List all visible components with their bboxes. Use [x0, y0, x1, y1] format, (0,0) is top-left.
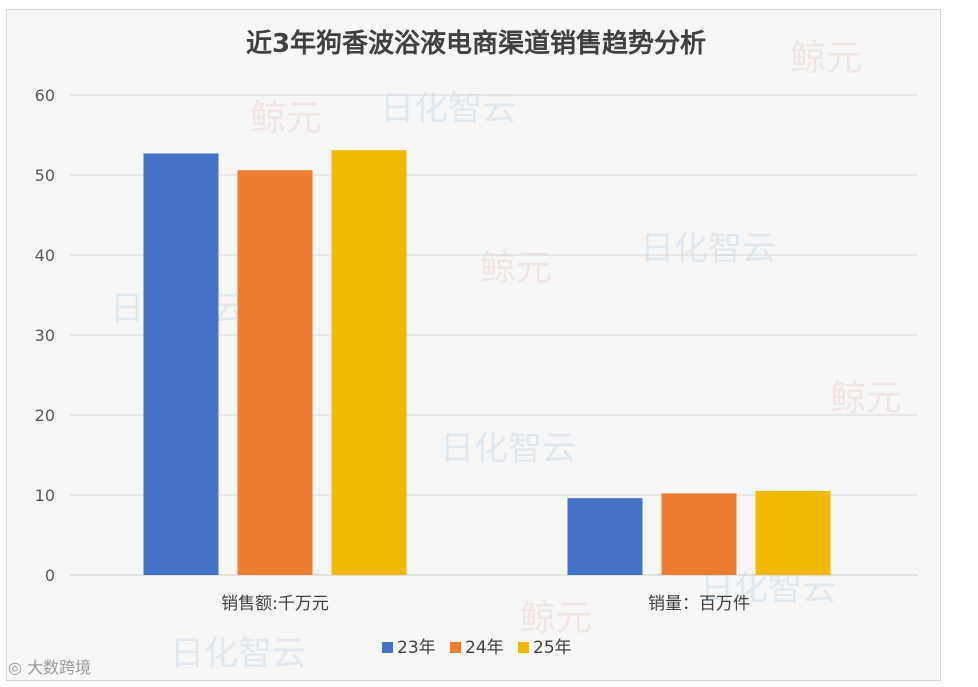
bars [143, 150, 831, 575]
y-tick-label: 10 [35, 486, 55, 505]
watermark-brand-b: 日化智云 [440, 429, 576, 469]
footer-watermark-text: 大数跨境 [27, 658, 92, 677]
y-axis: 0 10 20 30 40 50 60 [35, 86, 55, 585]
bar-24年-1 [661, 493, 737, 575]
category-label: 销售额:千万元 [221, 594, 329, 614]
watermark-brand-a: 鲸元 [830, 378, 902, 419]
watermark-brand-a: 鲸元 [520, 598, 592, 639]
bar-25年-1 [755, 491, 831, 575]
footer-logo-icon: ◎ [8, 658, 22, 677]
footer-watermark: ◎ 大数跨境 [8, 654, 91, 678]
legend-swatch [518, 642, 529, 653]
watermark-brand-a: 鲸元 [790, 38, 862, 79]
watermark-brand-a: 鲸元 [480, 248, 552, 289]
legend-label: 23年 [397, 638, 436, 658]
y-tick-label: 20 [35, 406, 55, 425]
legend-label: 24年 [465, 638, 504, 658]
bar-24年-0 [237, 170, 313, 575]
legend-label: 25年 [533, 638, 572, 658]
y-tick-label: 40 [35, 246, 55, 265]
y-tick-label: 50 [35, 166, 55, 185]
chart-title: 近3年狗香波浴液电商渠道销售趋势分析 [246, 28, 706, 59]
watermark-layer: 鲸元 鲸元 日化智云 鲸元 日化智云 日化智云 鲸元 日化智云 鲸元 日化智云 … [110, 38, 902, 674]
category-label: 销量：百万件 [648, 594, 750, 614]
legend: 23年 24年 25年 [382, 638, 572, 658]
watermark-brand-a: 鲸元 [250, 98, 322, 139]
y-tick-label: 30 [35, 326, 55, 345]
watermark-brand-b: 日化智云 [380, 89, 516, 129]
watermark-brand-b: 日化智云 [170, 634, 306, 674]
watermark-brand-b: 日化智云 [640, 229, 776, 269]
legend-swatch [382, 642, 393, 653]
bar-25年-0 [331, 150, 407, 575]
x-axis: 销售额:千万元 销量：百万件 [221, 594, 750, 614]
bar-23年-0 [143, 153, 219, 575]
y-tick-label: 0 [45, 566, 55, 585]
watermark-brand-b: 日化智云 [700, 569, 836, 609]
y-tick-label: 60 [35, 86, 55, 105]
bar-23年-1 [567, 498, 643, 575]
legend-swatch [450, 642, 461, 653]
